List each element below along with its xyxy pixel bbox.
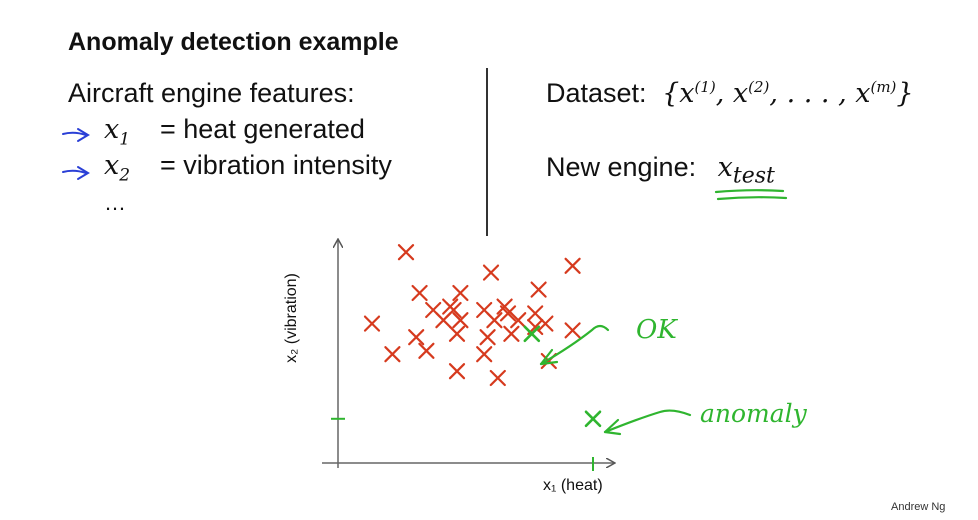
feature-x1: x1 = heat generated [104, 114, 365, 149]
page-title: Anomaly detection example [68, 28, 399, 56]
data-point [482, 264, 500, 281]
data-point [411, 284, 428, 302]
anomaly-label: anomaly [700, 399, 808, 428]
ok-label: OK [636, 315, 678, 345]
data-point [397, 244, 415, 261]
x-axis-label: x₁ (heat) [543, 477, 603, 494]
feature-x2-desc: = vibration intensity [160, 150, 392, 180]
new-engine-var: xtest [717, 152, 775, 189]
dataset-set: {x(1), x(2), . . . , x(m)} [662, 78, 914, 109]
data-point [564, 257, 581, 274]
data-point [476, 346, 493, 363]
features-ellipsis: … [104, 190, 126, 215]
data-point [486, 312, 503, 329]
column-divider [486, 68, 488, 236]
arrow-x1-icon [62, 128, 90, 142]
data-point [489, 369, 506, 387]
anomaly-annotation [603, 409, 692, 436]
anomaly-point [584, 410, 602, 428]
data-point [408, 329, 425, 346]
new-engine-line: New engine: xtest [546, 152, 775, 188]
feature-x2: x2 = vibration intensity [104, 150, 392, 185]
features-label: Aircraft engine features: [68, 78, 355, 108]
data-point [564, 322, 581, 339]
data-point [479, 329, 496, 346]
y-axis-label: x₂ (vibration) [283, 273, 300, 363]
data-point [448, 363, 466, 380]
data-point [530, 281, 547, 298]
data-point [418, 342, 435, 359]
arrow-x2-icon [62, 166, 90, 180]
new-engine-label: New engine: [546, 152, 697, 182]
data-point [503, 325, 520, 342]
data-point [537, 315, 554, 332]
footer-author: Andrew Ng [891, 501, 946, 513]
feature-x1-var: x1 [104, 114, 131, 150]
data-point [435, 312, 452, 329]
underline-x-test [714, 189, 788, 201]
data-point [452, 284, 469, 302]
data-point [448, 325, 466, 342]
data-point [510, 312, 527, 329]
data-point [499, 305, 517, 322]
ok-point [523, 325, 541, 343]
feature-x2-var: x2 [104, 150, 131, 186]
feature-x1-desc: = heat generated [160, 114, 365, 144]
data-point [363, 315, 381, 332]
data-point [384, 346, 401, 363]
dataset-line: Dataset: {x(1), x(2), . . . , x(m)} [546, 78, 914, 109]
dataset-label: Dataset: [546, 78, 647, 108]
ok-annotation [539, 324, 610, 366]
data-point [452, 312, 469, 329]
